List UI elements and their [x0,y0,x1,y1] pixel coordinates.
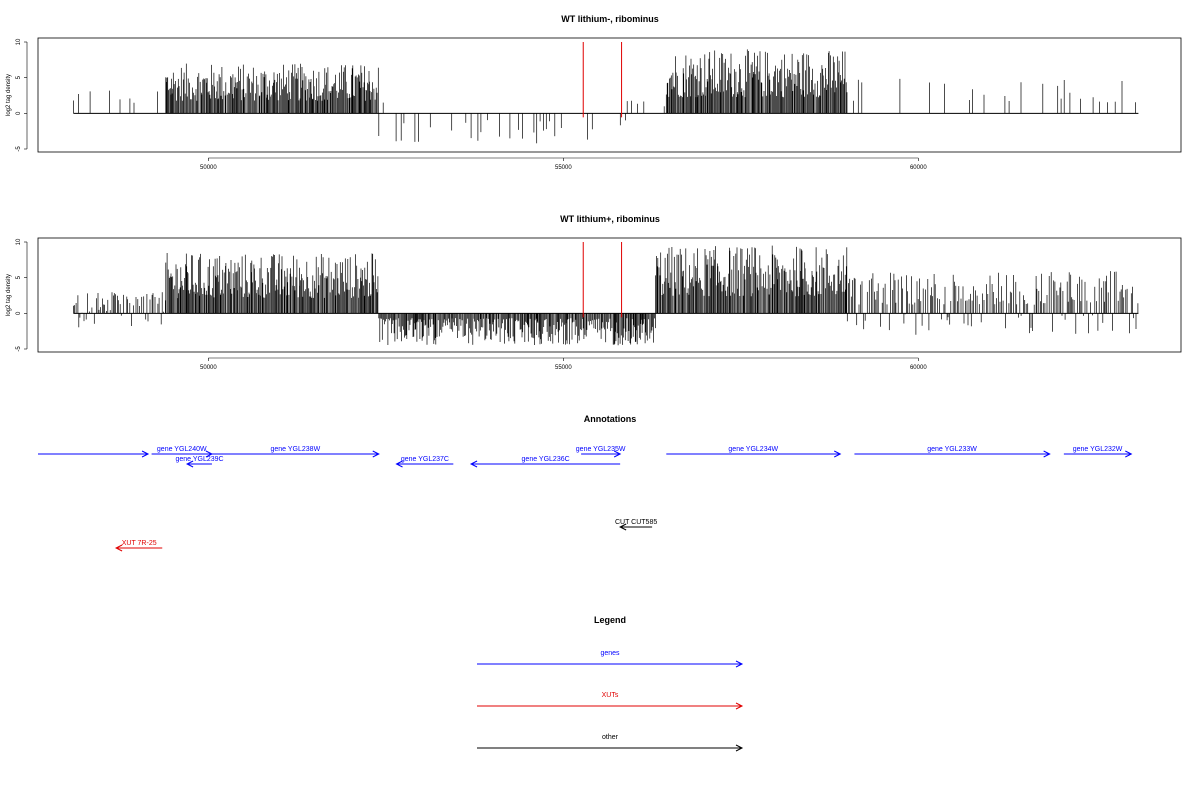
y-tick-label: 0 [16,311,22,315]
track-panel-lithium-minus: WT lithium-, ribominus -5 0 5 10 50000 55000… [6,14,1182,171]
feature-arrow: gene YGL232W [1063,446,1133,458]
feature-arrow: gene YGL234W [666,446,842,458]
feature-arrow [38,450,150,458]
legend-entry: XUTs [477,692,744,710]
legend-entry: other [477,734,744,752]
legend-label: other [602,734,619,741]
x-axis: 50000 55000 60000 [200,157,927,171]
y-tick-label: -5 [16,146,22,152]
legend: Legend genes XUTs other [477,615,744,752]
panel-title: WT lithium-, ribominus [561,14,659,24]
y-tick-label: 10 [16,38,22,45]
feature-arrow: XUT 7R-25 [114,540,163,552]
y-tick-label: 0 [16,111,22,115]
feature-label: gene YGL233W [927,446,977,453]
panel-title: WT lithium+, ribominus [560,214,660,224]
feature-label: gene YGL234W [728,446,778,453]
legend-label: XUTs [602,692,619,699]
legend-entries: genes XUTs other [477,650,744,752]
feature-arrow: gene YGL238W [211,446,380,458]
feature-arrow: gene YGL239C [175,456,224,468]
density-bars [73,245,1139,346]
marker-lines [582,42,623,118]
feature-label: CUT CUT585 [615,519,657,526]
feature-label: gene YGL232W [1073,446,1123,453]
marker-lines [582,242,623,318]
annotation-features: gene YGL240W gene YGL239C gene YGL238W gene… [38,446,1133,552]
track-panel-lithium-plus: WT lithium+, ribominus -5 0 5 10 50000 55000… [6,214,1182,371]
x-tick-label: 60000 [910,165,927,171]
y-axis: -5 0 5 10 [16,38,28,152]
legend-title: Legend [594,615,626,625]
feature-arrow: gene YGL236C [469,456,621,468]
y-tick-label: 5 [16,75,22,79]
feature-label: gene YGL238W [271,446,321,453]
plot-frame [37,237,1182,353]
legend-entry: genes [477,650,744,668]
feature-label: XUT 7R-25 [122,540,157,547]
plot-frame [37,37,1182,153]
y-tick-label: 10 [16,238,22,245]
x-tick-label: 50000 [200,365,217,371]
x-tick-label: 50000 [200,165,217,171]
feature-arrow: gene YGL235W [576,446,626,458]
x-tick-label: 60000 [910,365,927,371]
feature-arrow: gene YGL237C [395,456,454,468]
x-tick-label: 55000 [555,365,572,371]
x-tick-label: 55000 [555,165,572,171]
y-tick-label: 5 [16,275,22,279]
feature-label: gene YGL239C [175,456,223,463]
y-tick-label: -5 [16,346,22,352]
y-axis-label: log2 tag density [6,74,12,116]
feature-arrow: gene YGL233W [854,446,1051,458]
y-axis-label: log2 tag density [6,274,12,316]
feature-label: gene YGL237C [401,456,449,463]
feature-label: gene YGL240W [157,446,207,453]
feature-label: gene YGL236C [522,456,570,463]
annotations-title: Annotations [584,414,637,424]
density-bars [73,49,1139,144]
feature-arrow: CUT CUT585 [615,519,657,531]
x-axis: 50000 55000 60000 [200,357,927,371]
feature-label: gene YGL235W [576,446,626,453]
y-axis: -5 0 5 10 [16,238,28,352]
legend-label: genes [600,650,620,657]
